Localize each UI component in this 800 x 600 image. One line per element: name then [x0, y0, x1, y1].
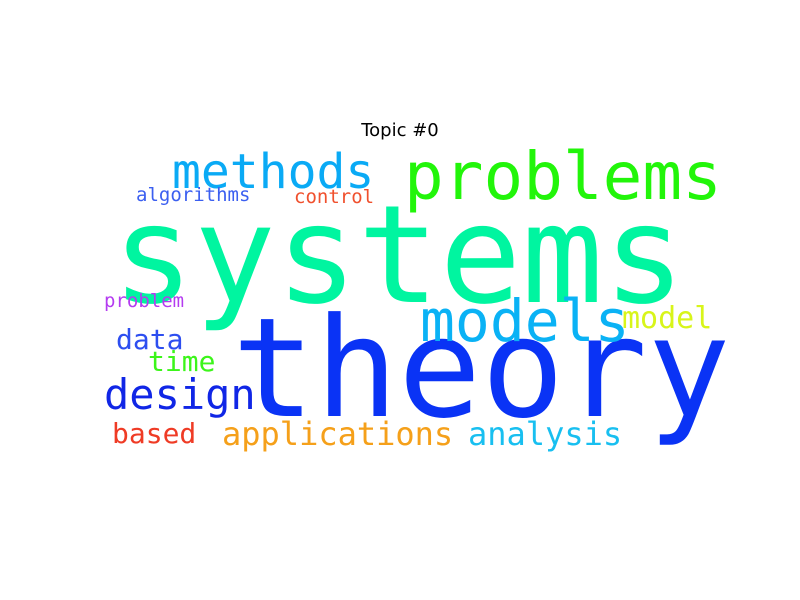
figure-title: Topic #0 [361, 120, 439, 141]
word-problems: problems [404, 138, 722, 215]
word-methods: methods [172, 144, 375, 200]
word-problem: problem [104, 290, 185, 312]
word-model: model [622, 301, 713, 336]
word-systems: systems [112, 177, 686, 335]
word-control: control [294, 186, 375, 208]
word-models: models [420, 287, 630, 355]
word-applications: applications [222, 415, 454, 453]
word-data: data [116, 323, 184, 356]
word-based: based [112, 417, 197, 450]
word-theory: theory [232, 288, 731, 449]
word-algorithms: algorithms [136, 184, 251, 206]
word-time: time [148, 345, 216, 378]
word-design: design [104, 370, 256, 419]
word-analysis: analysis [468, 415, 623, 453]
